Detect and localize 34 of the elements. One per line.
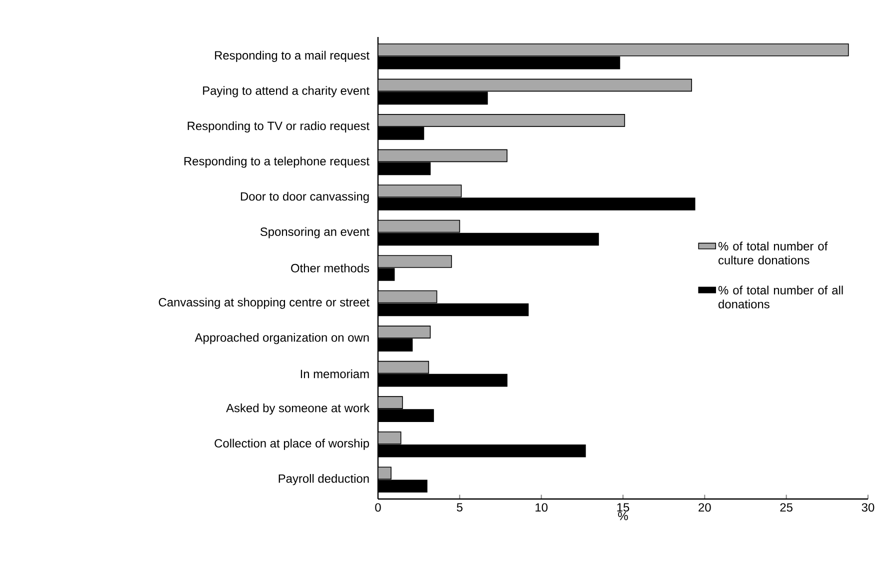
y-tick-label: Door to door canvassing [240, 192, 369, 204]
x-tick-label: 30 [862, 503, 874, 512]
y-tick-label: Collection at place of worship [214, 438, 370, 450]
y-tick-label: Asked by someone at work [226, 404, 370, 415]
bar [378, 149, 508, 162]
legend-label: % of total number of all donations [718, 286, 843, 308]
x-tick-label: 0 [375, 503, 381, 512]
y-tick-label: Responding to a telephone request [184, 156, 370, 168]
bar [378, 255, 452, 268]
y-tick-label: In memoriam [300, 369, 369, 378]
bar [378, 360, 430, 374]
x-tick-label: 10 [536, 503, 548, 512]
y-tick-label: Paying to attend a charity event [203, 86, 370, 98]
y-tick-label: Approached organization on own [194, 332, 369, 344]
bar [378, 78, 692, 92]
x-tick-label: 15 [617, 503, 630, 512]
x-tick-label: 25 [780, 503, 792, 512]
y-tick-label: Responding to a mail request [215, 50, 370, 62]
x-tick-label: 5 [456, 503, 462, 512]
bar [378, 326, 431, 338]
x-axis-title: % [618, 512, 628, 520]
bar [378, 220, 460, 233]
y-tick-label: Responding to TV or radio request [188, 121, 370, 133]
legend-label: % of total number of culture donations [718, 242, 828, 264]
bar [378, 44, 849, 56]
x-tick-label: 20 [698, 503, 711, 512]
y-tick-label: Other methods [291, 264, 370, 272]
bar [378, 184, 462, 198]
bar [378, 114, 626, 127]
y-tick-label: Payroll deduction [278, 474, 369, 486]
bar [378, 290, 438, 304]
y-tick-label: Canvassing at shopping centre or street [158, 298, 370, 309]
y-tick-label: Sponsoring an event [260, 227, 370, 238]
bar [378, 431, 402, 444]
